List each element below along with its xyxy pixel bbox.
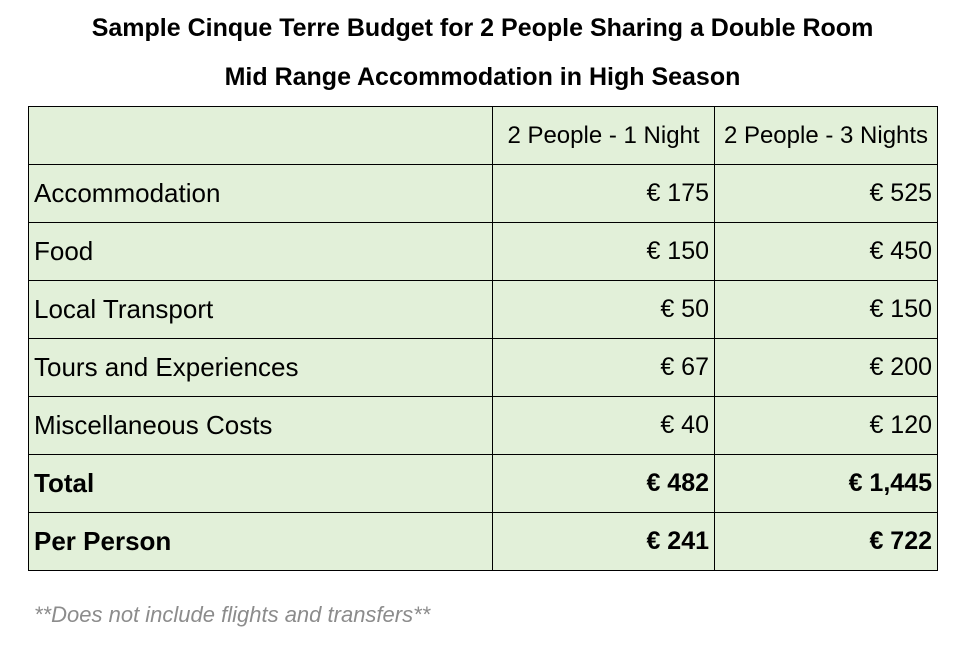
row-label: Local Transport	[28, 280, 493, 339]
table-header-row: 2 People - 1 Night 2 People - 3 Nights	[28, 106, 938, 165]
table-row-miscellaneous: Miscellaneous Costs € 40 € 120	[28, 396, 938, 455]
row-label: Total	[28, 454, 493, 513]
cell-1-night: € 40	[492, 396, 715, 455]
table-row-food: Food € 150 € 450	[28, 222, 938, 281]
page-title: Sample Cinque Terre Budget for 2 People …	[91, 14, 874, 42]
header-cell-empty	[28, 106, 493, 165]
cell-3-nights: € 200	[714, 338, 938, 397]
cell-3-nights: € 450	[714, 222, 938, 281]
table-row-local-transport: Local Transport € 50 € 150	[28, 280, 938, 339]
cell-3-nights: € 150	[714, 280, 938, 339]
cell-1-night: € 50	[492, 280, 715, 339]
cell-3-nights: € 1,445	[714, 454, 938, 513]
cell-1-night: € 175	[492, 164, 715, 223]
row-label: Accommodation	[28, 164, 493, 223]
header-cell-1-night: 2 People - 1 Night	[492, 106, 715, 165]
table-row-total: Total € 482 € 1,445	[28, 454, 938, 513]
row-label: Miscellaneous Costs	[28, 396, 493, 455]
footnote: **Does not include flights and transfers…	[34, 602, 431, 627]
cell-1-night: € 150	[492, 222, 715, 281]
cell-1-night: € 241	[492, 512, 715, 571]
row-label: Per Person	[28, 512, 493, 571]
cell-1-night: € 67	[492, 338, 715, 397]
table-row-tours: Tours and Experiences € 67 € 200	[28, 338, 938, 397]
table-row-per-person: Per Person € 241 € 722	[28, 512, 938, 571]
table-row-accommodation: Accommodation € 175 € 525	[28, 164, 938, 223]
budget-table: 2 People - 1 Night 2 People - 3 Nights A…	[28, 106, 938, 571]
row-label: Tours and Experiences	[28, 338, 493, 397]
cell-1-night: € 482	[492, 454, 715, 513]
row-label: Food	[28, 222, 493, 281]
cell-3-nights: € 722	[714, 512, 938, 571]
cell-3-nights: € 525	[714, 164, 938, 223]
cell-3-nights: € 120	[714, 396, 938, 455]
header-cell-3-nights: 2 People - 3 Nights	[714, 106, 938, 165]
page-subtitle: Mid Range Accommodation in High Season	[224, 63, 741, 91]
